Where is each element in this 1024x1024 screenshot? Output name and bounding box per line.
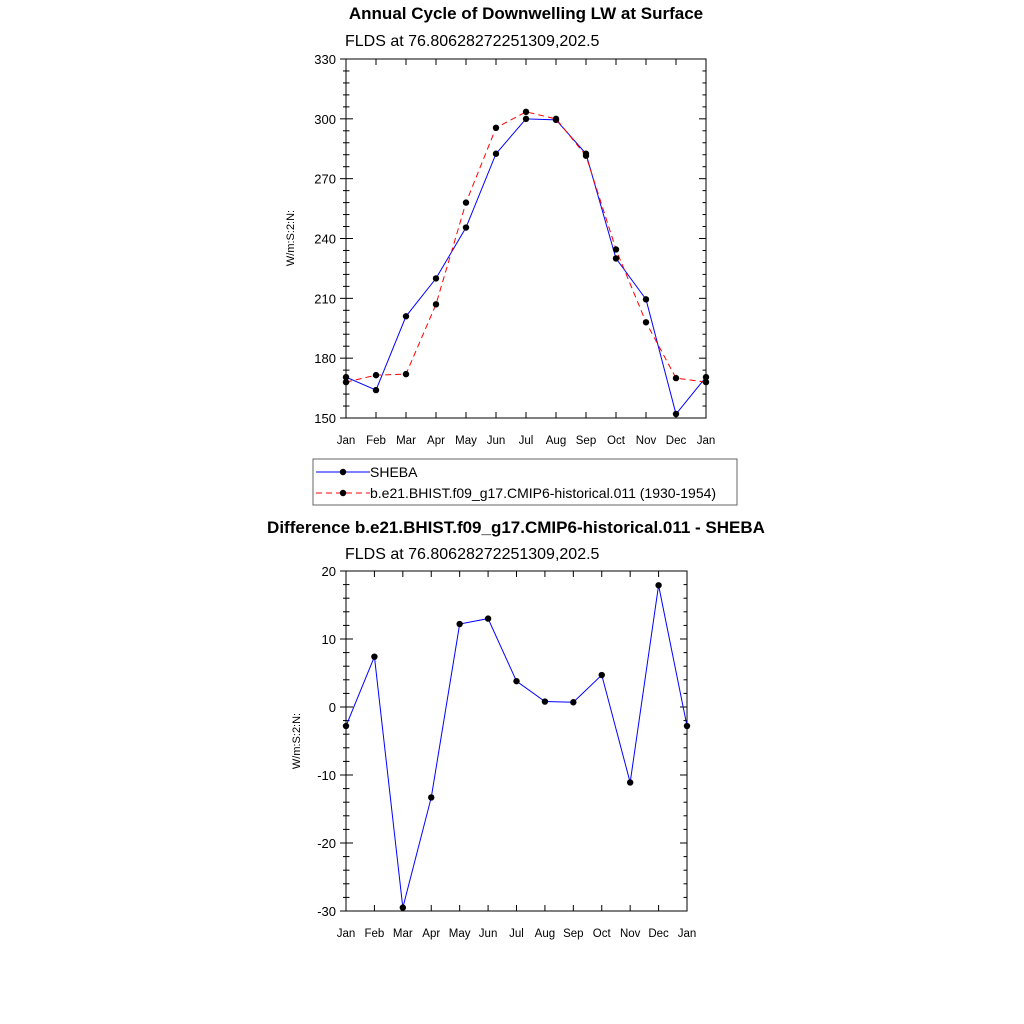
- legend-box: [312, 458, 738, 506]
- y-tick-label: 300: [314, 112, 336, 127]
- chart1-legend: SHEBA b.e21.BHIST.f09_g17.CMIP6-historic…: [312, 458, 738, 506]
- series-0-point: [484, 615, 492, 622]
- series-0-point: [492, 150, 500, 157]
- x-tick-label: Jan: [337, 928, 356, 940]
- series-0-point: [570, 699, 577, 706]
- x-tick-label: Nov: [620, 928, 641, 940]
- x-tick-label: Oct: [593, 928, 612, 940]
- legend-marker-sheba: [339, 468, 347, 476]
- series-0-point: [432, 275, 440, 282]
- series-0-point: [513, 677, 520, 685]
- y-tick-label: 0: [329, 700, 336, 715]
- series-1-point: [432, 301, 440, 308]
- x-tick-label: Jun: [479, 928, 498, 940]
- x-tick-label: Jun: [487, 435, 506, 447]
- series-1-point: [582, 152, 590, 159]
- series-1-point: [612, 246, 620, 253]
- series-1-point: [522, 108, 530, 116]
- series-0-point: [642, 296, 650, 303]
- series-0-point: [402, 313, 410, 320]
- x-tick-label: Mar: [393, 928, 413, 940]
- series-1-point: [552, 115, 560, 123]
- y-tick-label: -30: [317, 904, 336, 919]
- y-tick-label: 240: [314, 232, 336, 247]
- x-tick-label: Apr: [422, 928, 440, 940]
- x-tick-label: Apr: [427, 435, 445, 447]
- chart2-title: Difference b.e21.BHIST.f09_g17.CMIP6-his…: [267, 518, 765, 537]
- x-tick-label: Jan: [678, 928, 697, 940]
- legend-marker-model: [339, 489, 347, 497]
- series-0-point: [626, 779, 634, 786]
- legend-label-sheba: SHEBA: [370, 464, 418, 480]
- x-tick-label: Sep: [576, 435, 596, 447]
- chart2-subtitle: FLDS at 76.80628272251309,202.5: [345, 546, 600, 563]
- x-tick-label: Oct: [607, 435, 626, 447]
- x-tick-label: Jul: [509, 928, 524, 940]
- series-1-point: [702, 378, 710, 386]
- x-tick-label: Feb: [366, 435, 386, 447]
- x-tick-label: Dec: [648, 928, 669, 940]
- series-0-point: [372, 386, 380, 394]
- series-0-point: [598, 671, 605, 679]
- series-0-point: [612, 255, 620, 262]
- x-tick-label: Mar: [396, 435, 416, 447]
- series-line-0: [345, 585, 688, 908]
- series-1-point: [672, 374, 680, 382]
- series-0-point: [655, 582, 662, 589]
- series-0-point: [541, 698, 549, 705]
- series-0-point: [399, 904, 407, 911]
- y-tick-label: -20: [317, 836, 336, 851]
- x-tick-label: Sep: [563, 928, 583, 940]
- x-tick-label: May: [449, 928, 471, 940]
- y-tick-label: -10: [317, 768, 336, 783]
- y-tick-label: 20: [322, 564, 336, 579]
- x-tick-label: Dec: [666, 435, 687, 447]
- series-0-point: [462, 224, 470, 231]
- x-tick-label: Feb: [365, 928, 385, 940]
- y-tick-label: 180: [314, 351, 336, 366]
- series-1-point: [402, 370, 410, 378]
- series-0-point: [702, 373, 710, 381]
- chart1-subtitle: FLDS at 76.80628272251309,202.5: [345, 33, 600, 50]
- series-line-0: [345, 118, 707, 416]
- x-tick-label: Jul: [519, 435, 534, 447]
- series-1-point: [342, 378, 350, 386]
- legend-label-model: b.e21.BHIST.f09_g17.CMIP6-historical.011…: [370, 485, 716, 501]
- x-tick-label: Aug: [546, 435, 566, 447]
- x-tick-label: Jan: [337, 435, 356, 447]
- y-tick-label: 330: [314, 52, 336, 67]
- chart1-ylabel: W/m:S:2:N:: [285, 210, 297, 266]
- series-0-point: [342, 373, 350, 381]
- x-tick-label: Jan: [697, 435, 716, 447]
- x-tick-label: May: [455, 435, 477, 447]
- series-1-point: [642, 319, 650, 326]
- y-tick-label: 210: [314, 291, 336, 306]
- y-tick-label: 270: [314, 172, 336, 187]
- chart2-ylabel: W/m:S:2:N:: [291, 713, 303, 769]
- y-tick-label: 10: [322, 632, 336, 647]
- chart1-title: Annual Cycle of Downwelling LW at Surfac…: [349, 4, 703, 23]
- series-line-1: [345, 111, 707, 383]
- chart2-plot: Jan Feb Mar Apr May Jun Jul Aug Sep Oct Nov Dec Jan-…: [317, 564, 696, 940]
- series-1-point: [492, 124, 500, 132]
- chart1-plot: Jan Feb Mar Apr May Jun Jul Aug Sep Oct Nov Dec Jan1…: [314, 52, 715, 447]
- series-0-point: [683, 722, 691, 730]
- series-0-point: [428, 794, 435, 801]
- series-1-point: [372, 371, 380, 379]
- y-tick-label: 150: [314, 411, 336, 426]
- series-0-point: [672, 410, 680, 418]
- series-0-point: [456, 620, 463, 628]
- series-1-point: [462, 199, 470, 206]
- series-0-point: [342, 722, 350, 730]
- series-0-point: [522, 115, 530, 123]
- series-0-point: [371, 653, 378, 660]
- x-tick-label: Nov: [636, 435, 657, 447]
- x-tick-label: Aug: [535, 928, 555, 940]
